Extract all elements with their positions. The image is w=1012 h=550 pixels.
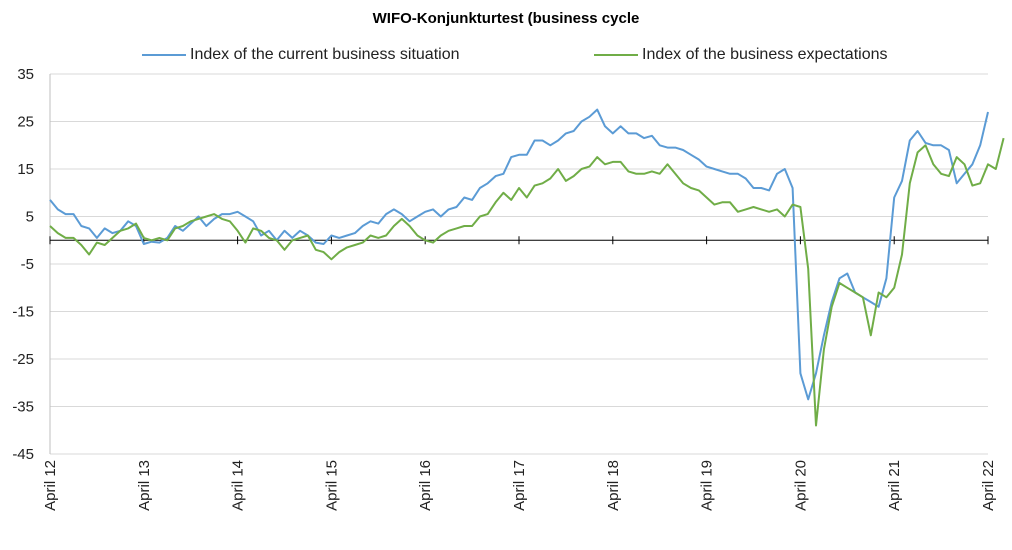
x-tick-label: April 21 xyxy=(886,460,903,511)
x-tick-label: April 19 xyxy=(699,460,716,511)
x-tick-label: April 14 xyxy=(230,460,247,511)
x-tick-label: April 18 xyxy=(605,460,622,511)
x-tick-label: April 16 xyxy=(417,460,434,511)
chart-title: WIFO-Konjunkturtest (business cycle xyxy=(372,10,640,27)
legend-label-current-situation: Index of the current business situation xyxy=(190,46,460,63)
legend-item-business-expectations: Index of the business expectations xyxy=(594,46,888,64)
x-tick-label: April 12 xyxy=(42,460,59,511)
x-tick-label: April 15 xyxy=(323,460,340,511)
legend-swatch-business-expectations xyxy=(594,54,638,56)
legend-label-business-expectations: Index of the business expectations xyxy=(642,46,888,63)
y-tick-label: 35 xyxy=(17,66,34,83)
series-line-business-expectations xyxy=(49,137,1005,427)
x-tick-label: April 13 xyxy=(136,460,153,511)
y-tick-label: -5 xyxy=(21,256,34,273)
legend-swatch-current-situation xyxy=(142,54,186,56)
legend: Index of the current business situation … xyxy=(0,46,1012,68)
legend-item-current-situation: Index of the current business situation xyxy=(142,46,460,64)
series-line-current-situation xyxy=(49,108,989,401)
x-tick-label: April 22 xyxy=(980,460,997,511)
y-tick-label: -15 xyxy=(12,304,34,321)
y-tick-label: -25 xyxy=(12,351,34,368)
y-tick-label: 5 xyxy=(26,209,34,226)
y-tick-label: 15 xyxy=(17,161,34,178)
x-tick-label: April 17 xyxy=(511,460,528,511)
x-tick-label: April 20 xyxy=(792,460,809,511)
y-tick-label: -45 xyxy=(12,446,34,463)
y-tick-label: 25 xyxy=(17,114,34,131)
y-tick-label: -35 xyxy=(12,399,34,416)
